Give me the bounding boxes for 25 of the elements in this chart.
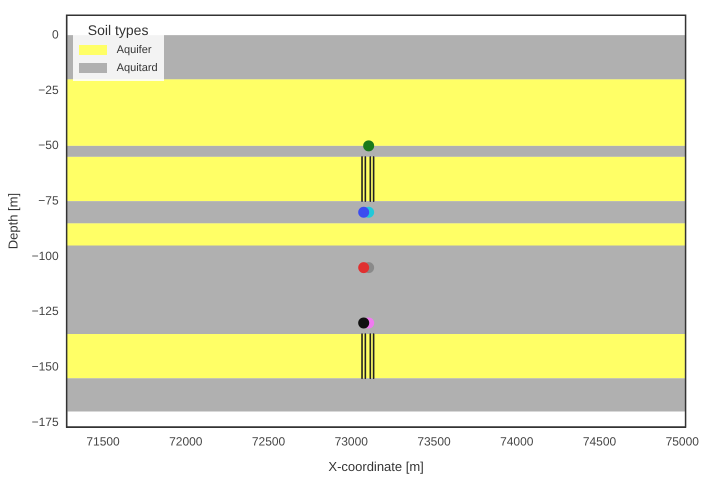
point xyxy=(363,140,374,152)
y-tick-label: −125 xyxy=(32,304,59,318)
y-axis-title: Depth [m] xyxy=(5,192,20,250)
point xyxy=(358,262,370,274)
y-tick-label: −25 xyxy=(38,82,59,97)
y-tick-label: −100 xyxy=(32,248,59,263)
legend-label: Aquitard xyxy=(116,62,158,74)
x-tick-label: 71500 xyxy=(86,434,120,449)
y-tick-label: −75 xyxy=(38,193,59,208)
legend-title: Soil types xyxy=(86,22,150,38)
x-tick-label: 75000 xyxy=(666,434,700,449)
x-tick-label: 74500 xyxy=(582,434,617,449)
point xyxy=(358,206,370,218)
y-tick-label: −175 xyxy=(32,414,59,429)
point xyxy=(358,317,370,328)
x-axis-title: X-coordinate [m] xyxy=(328,458,424,474)
x-tick-label: 73500 xyxy=(417,434,452,449)
y-tick-label: −50 xyxy=(38,138,59,152)
y-tick-label: 0 xyxy=(52,27,59,42)
y-tick-label: −150 xyxy=(32,360,59,374)
x-tick-label: 72000 xyxy=(169,434,203,449)
x-tick-label: 74000 xyxy=(500,434,534,449)
x-tick-label: 72500 xyxy=(252,434,286,449)
x-tick-label: 73000 xyxy=(334,434,368,449)
legend-label: Aquifer xyxy=(116,44,152,56)
